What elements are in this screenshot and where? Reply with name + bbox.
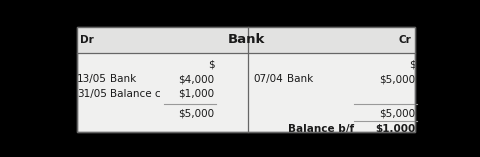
Text: Balance c: Balance c bbox=[110, 89, 161, 99]
Text: Balance b/f: Balance b/f bbox=[288, 124, 354, 134]
Text: $: $ bbox=[408, 60, 415, 70]
Text: 31/05: 31/05 bbox=[77, 89, 107, 99]
Text: $5,000: $5,000 bbox=[379, 74, 415, 84]
Text: Bank: Bank bbox=[287, 74, 313, 84]
Text: Cr: Cr bbox=[399, 35, 411, 45]
Bar bbox=[77, 27, 415, 133]
Text: Bank: Bank bbox=[228, 33, 264, 46]
Text: $5,000: $5,000 bbox=[178, 108, 215, 118]
Text: Bank: Bank bbox=[110, 74, 136, 84]
Text: 13/05: 13/05 bbox=[77, 74, 107, 84]
Text: $4,000: $4,000 bbox=[178, 74, 215, 84]
Text: 07/04: 07/04 bbox=[253, 74, 283, 84]
Text: $1,000: $1,000 bbox=[178, 89, 215, 99]
Bar bbox=[77, 27, 415, 133]
Text: Dr: Dr bbox=[81, 35, 94, 45]
Text: $5,000: $5,000 bbox=[379, 108, 415, 118]
Bar bbox=[77, 27, 415, 53]
Text: $: $ bbox=[208, 60, 215, 70]
Text: $1,000: $1,000 bbox=[375, 124, 415, 134]
